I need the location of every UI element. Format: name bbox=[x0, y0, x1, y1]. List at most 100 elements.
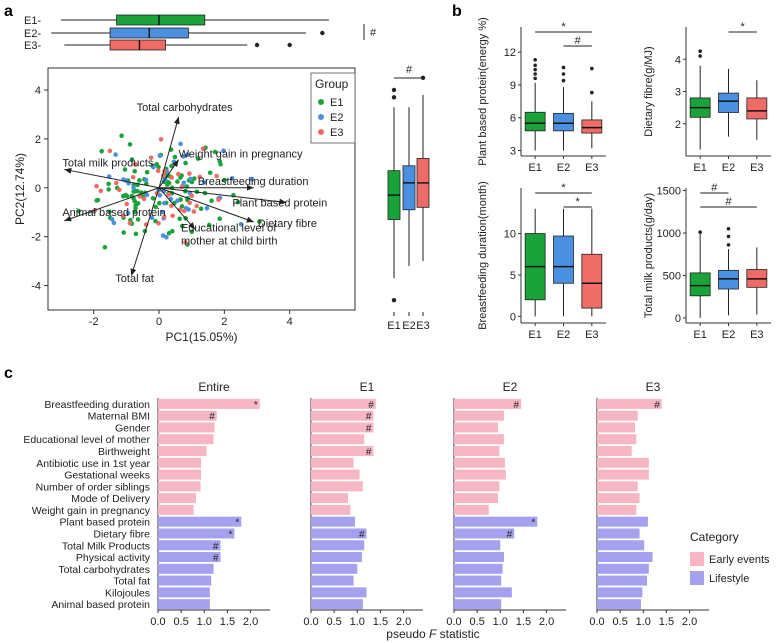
scatter-point-E1 bbox=[175, 179, 180, 184]
scatter-point-E1 bbox=[132, 168, 137, 174]
bar bbox=[454, 504, 489, 515]
scatter-point-E2 bbox=[160, 209, 165, 215]
scatter-point-E2 bbox=[181, 180, 187, 186]
loading-arrow bbox=[158, 159, 180, 189]
bar bbox=[597, 599, 641, 610]
bar bbox=[311, 528, 367, 539]
scatter-point-E3 bbox=[130, 175, 136, 180]
bar bbox=[311, 422, 374, 433]
scatter-point-E3 bbox=[155, 168, 161, 174]
loading-label: Plant based protein bbox=[232, 197, 327, 209]
bar bbox=[311, 398, 376, 409]
loading-label: Breastfeeding duration bbox=[198, 176, 309, 188]
bar bbox=[311, 469, 360, 480]
category-label: Breastfeeding duration bbox=[44, 399, 150, 411]
scatter-point-E2 bbox=[175, 198, 180, 204]
bar-significance: # bbox=[359, 529, 365, 540]
boxplot-plant-protein: 3 6 9 12 Plant based protein(energy %) E1 E2 E3… bbox=[477, 17, 606, 174]
scatter-point-E3 bbox=[141, 196, 147, 202]
scatter-point-E2 bbox=[204, 206, 210, 211]
x-tick-label: 0.5 bbox=[173, 616, 188, 628]
facet-E3: E3 #0.0 0.5 1.0 1.5 2.0 bbox=[589, 380, 709, 628]
sig-mark: # bbox=[575, 35, 582, 47]
scatter-point-E3 bbox=[161, 214, 167, 220]
sig-mark: * bbox=[576, 196, 581, 208]
bar bbox=[597, 446, 632, 457]
pc1-box-label: E1- bbox=[24, 15, 41, 27]
scatter-point-E1 bbox=[123, 192, 128, 198]
box bbox=[553, 112, 574, 132]
bar bbox=[454, 398, 522, 409]
x-tick-label: 2.0 bbox=[396, 616, 411, 628]
scatter-point-E3 bbox=[124, 201, 129, 207]
scatter-point-E1 bbox=[170, 228, 175, 234]
bar bbox=[158, 516, 242, 527]
y-axis-title: PC2(12.74%) bbox=[13, 153, 27, 225]
x-tick-label: E1 bbox=[528, 329, 541, 341]
pc2-sig-mark: # bbox=[406, 64, 413, 76]
loading-arrow bbox=[130, 187, 160, 276]
outlier bbox=[698, 49, 702, 53]
loading-arrow bbox=[158, 187, 254, 223]
box bbox=[718, 269, 739, 290]
x-tick-label: 0 bbox=[156, 316, 162, 328]
scatter-point-E2 bbox=[201, 180, 207, 185]
scatter-point-E1 bbox=[207, 170, 213, 176]
loading-label: Total carbohydrates bbox=[137, 102, 233, 114]
y-tick-label: 2 bbox=[35, 134, 41, 146]
legend: Group E1 E2 E3 bbox=[310, 72, 356, 144]
bar bbox=[158, 504, 194, 515]
scatter-point-E2 bbox=[178, 141, 183, 147]
scatter-point-E1 bbox=[179, 223, 185, 229]
legend-swatch bbox=[690, 552, 704, 566]
scatter-point-E1 bbox=[235, 199, 241, 205]
bar bbox=[597, 552, 653, 563]
scatter-point-E2 bbox=[181, 154, 186, 159]
legend-label: E1 bbox=[330, 97, 343, 109]
bar bbox=[454, 446, 500, 457]
x-tick-label: 2.0 bbox=[539, 616, 554, 628]
bar bbox=[597, 398, 662, 409]
x-tick-label: 0.0 bbox=[150, 616, 165, 628]
legend-swatch bbox=[318, 99, 324, 105]
y-axis-title: Plant based protein(energy %) bbox=[477, 17, 489, 166]
bar bbox=[311, 481, 363, 492]
bar bbox=[597, 434, 637, 445]
scatter-point-E3 bbox=[98, 188, 104, 194]
outlier bbox=[726, 234, 731, 239]
scatter-point-E1 bbox=[132, 209, 138, 215]
pc1-boxplot: E1-E2-E3- # bbox=[24, 14, 377, 52]
bar bbox=[597, 587, 643, 598]
pc2-outlier bbox=[391, 87, 397, 93]
bar bbox=[158, 599, 210, 610]
bar-significance: * bbox=[235, 518, 239, 529]
bar bbox=[158, 587, 210, 598]
x-axis-title: pseudo F statistic bbox=[386, 627, 479, 641]
bar bbox=[454, 563, 503, 574]
scatter-point-E1 bbox=[212, 149, 218, 155]
scatter-point-E1 bbox=[222, 177, 227, 183]
legend-label: Early events bbox=[709, 554, 770, 566]
outlier bbox=[533, 76, 537, 81]
scatter-point-E2 bbox=[151, 164, 156, 170]
outlier bbox=[698, 230, 702, 234]
category-label: Total fat bbox=[113, 576, 150, 588]
bar bbox=[454, 540, 501, 551]
pc1-outlier bbox=[287, 42, 292, 48]
sig-mark: * bbox=[741, 21, 746, 33]
boxplot-dietary-fibre: 2 3 4 Dietary fibre(g/MJ) E1 E2 E3 * bbox=[643, 21, 771, 174]
bar bbox=[158, 457, 202, 468]
pc2-tick-label: E3 bbox=[416, 320, 429, 332]
scatter-point-E1 bbox=[133, 189, 138, 194]
scatter-point-E2 bbox=[160, 233, 166, 238]
x-tick-label: 0.0 bbox=[589, 616, 604, 628]
outlier bbox=[698, 54, 702, 58]
scatter-point-E3 bbox=[179, 184, 185, 190]
outlier bbox=[533, 63, 537, 68]
bar bbox=[311, 563, 358, 574]
bar bbox=[597, 540, 645, 551]
bar bbox=[158, 575, 212, 586]
box bbox=[718, 92, 739, 113]
loading-arrow bbox=[64, 187, 160, 222]
